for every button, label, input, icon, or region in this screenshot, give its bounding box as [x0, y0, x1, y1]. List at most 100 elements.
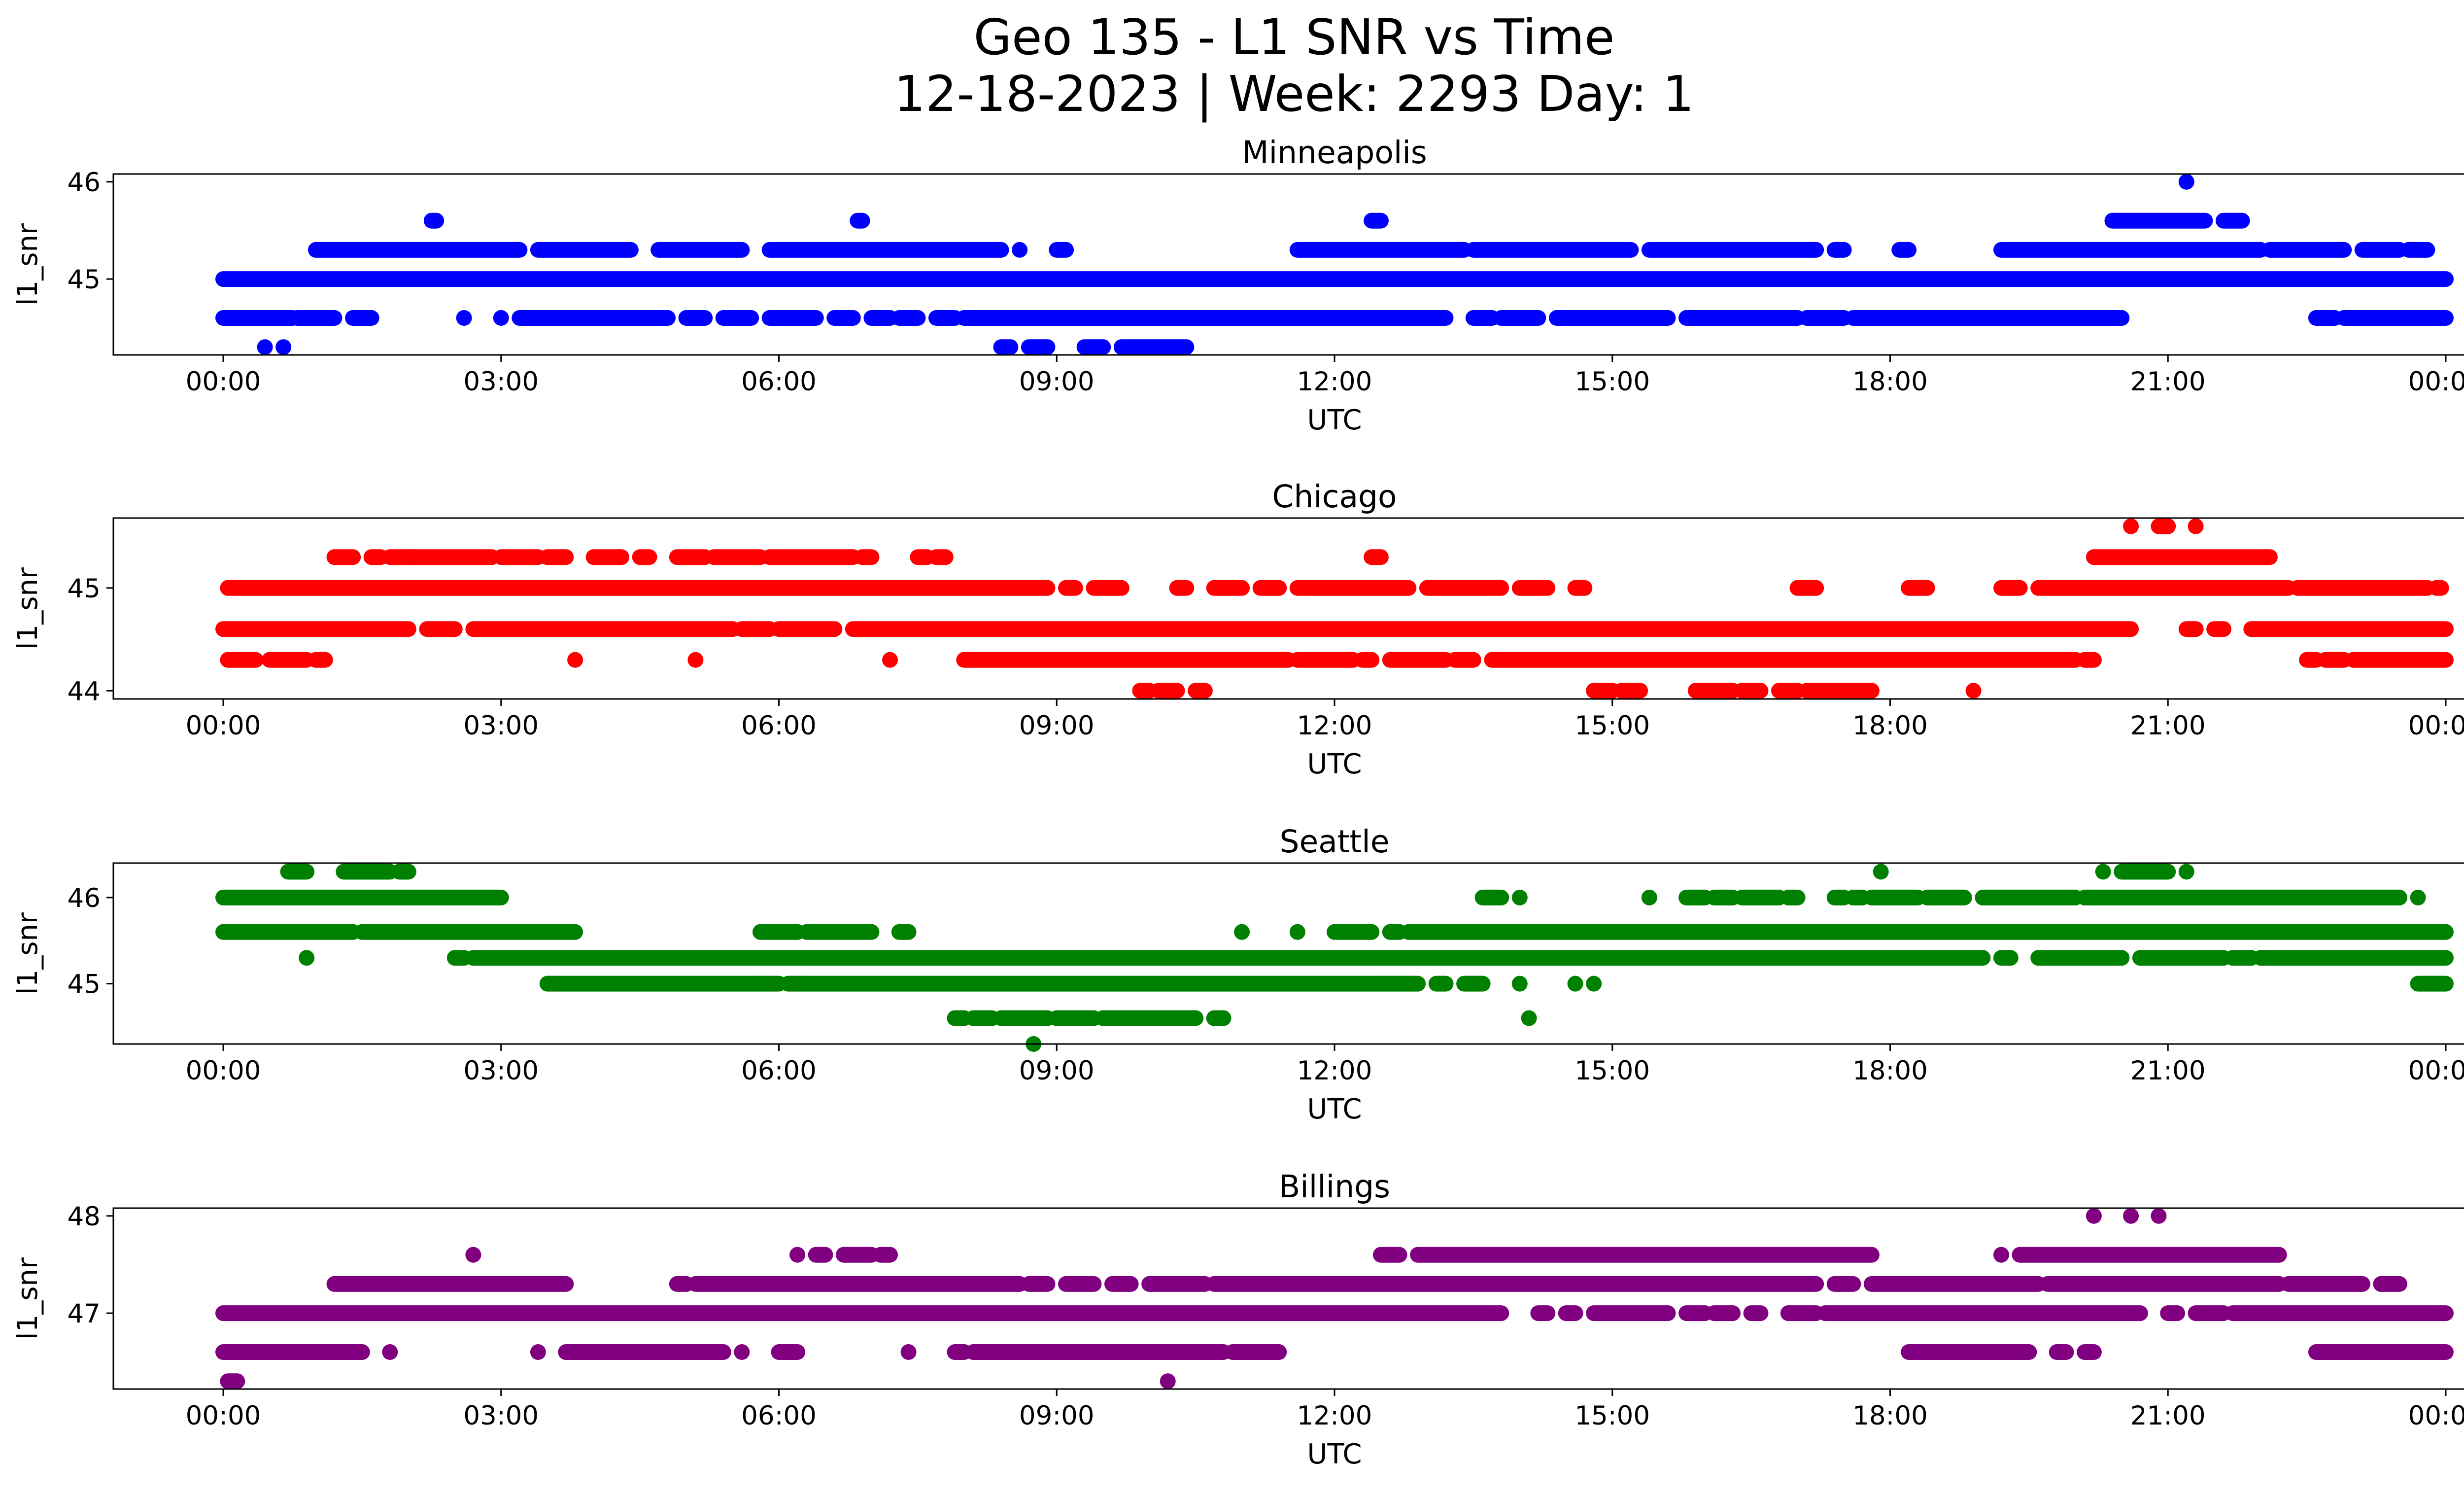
y-tick-label-minneapolis-1: 46: [68, 168, 101, 198]
data-point-billings-1-1: [382, 1344, 398, 1360]
x-tick-label-minneapolis-4: 12:00: [1297, 367, 1372, 397]
data-point-seattle-3-6: [1586, 975, 1602, 992]
data-point-chicago-2-5: [882, 652, 898, 668]
data-point-seattle-4-6: [2178, 864, 2194, 880]
x-tick-label-seattle-0: 00:00: [186, 1056, 261, 1086]
x-tick-label-minneapolis-5: 15:00: [1574, 367, 1650, 397]
x-tick-label-chicago-3: 09:00: [1019, 711, 1095, 741]
y-axis-label-seattle: l1_snr: [12, 912, 44, 995]
data-point-seattle-2-0: [299, 950, 315, 966]
x-tick-label-seattle-6: 18:00: [1852, 1056, 1928, 1086]
data-point-seattle-1-5: [1234, 924, 1250, 940]
data-point-seattle-4-4: [2095, 864, 2111, 880]
subplot-panels: Minneapolis 00:00 03:00 06:00 09:00 12:00 15:0…: [12, 135, 2464, 1470]
y-tick-label-minneapolis-0: 45: [68, 265, 101, 295]
data-point-seattle-0-14: [2410, 889, 2426, 905]
x-tick-label-billings-5: 15:00: [1574, 1401, 1650, 1431]
x-tick-label-seattle-4: 12:00: [1297, 1056, 1372, 1086]
x-tick-label-billings-0: 00:00: [186, 1401, 261, 1431]
data-point-seattle-4-3: [1873, 864, 1889, 880]
data-point-billings-5-1: [1160, 1373, 1176, 1390]
x-axis-label-seattle: UTC: [1307, 1093, 1362, 1125]
x-tick-label-seattle-3: 09:00: [1019, 1056, 1095, 1086]
data-point-chicago-2-3: [567, 652, 583, 668]
scatter-points-minneapolis: [215, 174, 2454, 355]
data-point-seattle-0-3: [1641, 889, 1657, 905]
data-point-billings-3-7: [1993, 1247, 2009, 1263]
data-point-seattle-1-6: [1289, 924, 1305, 940]
x-tick-label-seattle-2: 06:00: [741, 1056, 817, 1086]
panel-title-chicago: Chicago: [1272, 479, 1397, 515]
y-tick-label-seattle-0: 45: [68, 970, 101, 1000]
data-point-seattle-3-5: [1567, 975, 1583, 992]
x-tick-label-seattle-5: 15:00: [1574, 1056, 1650, 1086]
y-tick-label-chicago-0: 44: [68, 676, 101, 706]
data-point-minneapolis-5-1: [275, 339, 292, 355]
panel-title-billings: Billings: [1279, 1169, 1390, 1205]
scatter-points-seattle: [215, 864, 2454, 1052]
data-point-billings-3-1: [789, 1247, 806, 1263]
x-tick-label-billings-2: 06:00: [741, 1401, 817, 1431]
data-point-billings-1-2: [530, 1344, 546, 1360]
data-point-chicago-2-4: [687, 652, 704, 668]
x-tick-label-billings-3: 09:00: [1019, 1401, 1095, 1431]
x-tick-label-chicago-5: 15:00: [1574, 711, 1650, 741]
x-axis-label-chicago: UTC: [1307, 748, 1362, 780]
x-tick-label-chicago-6: 18:00: [1852, 711, 1928, 741]
x-axis-label-minneapolis: UTC: [1307, 404, 1362, 436]
data-point-chicago-4-0: [2123, 518, 2139, 534]
panel-title-seattle: Seattle: [1279, 824, 1389, 860]
data-point-billings-1-4: [734, 1344, 750, 1360]
y-tick-label-chicago-1: 45: [68, 574, 101, 604]
data-point-minneapolis-4-0: [2178, 174, 2194, 190]
panel-title-minneapolis: Minneapolis: [1242, 135, 1427, 171]
data-point-seattle-0-2: [1511, 889, 1528, 905]
x-tick-label-seattle-1: 03:00: [463, 1056, 539, 1086]
y-axis-label-billings: l1_snr: [12, 1257, 44, 1340]
data-point-seattle-5-6: [1521, 1010, 1537, 1026]
x-tick-label-billings-6: 18:00: [1852, 1401, 1928, 1431]
x-tick-label-minneapolis-6: 18:00: [1852, 367, 1928, 397]
x-tick-label-minneapolis-2: 06:00: [741, 367, 817, 397]
y-axis-label-minneapolis: l1_snr: [12, 223, 44, 306]
data-point-billings-4-2: [2151, 1208, 2167, 1224]
panel-minneapolis: Minneapolis 00:00 03:00 06:00 09:00 12:00 15:0…: [12, 135, 2464, 436]
data-point-chicago-5-9: [1965, 683, 1982, 699]
scatter-points-chicago: [215, 518, 2454, 699]
x-tick-label-billings-7: 21:00: [2130, 1401, 2206, 1431]
x-tick-label-minneapolis-7: 21:00: [2130, 367, 2206, 397]
y-tick-label-billings-0: 47: [68, 1299, 101, 1329]
data-point-minneapolis-2-4: [1012, 242, 1028, 258]
data-point-minneapolis-5-0: [257, 339, 273, 355]
x-axis-label-billings: UTC: [1307, 1438, 1362, 1470]
x-tick-label-billings-4: 12:00: [1297, 1401, 1372, 1431]
panel-seattle: Seattle 00:00 03:00 06:00 09:00 12:00 15:00 18:…: [12, 824, 2464, 1125]
x-tick-label-seattle-7: 21:00: [2130, 1056, 2206, 1086]
data-point-chicago-4-2: [2188, 518, 2204, 534]
x-tick-label-chicago-1: 03:00: [463, 711, 539, 741]
x-tick-label-minneapolis-0: 00:00: [186, 367, 261, 397]
x-tick-label-minneapolis-8: 00:00: [2408, 367, 2464, 397]
x-tick-label-minneapolis-3: 09:00: [1019, 367, 1095, 397]
data-point-minneapolis-1-3: [456, 310, 472, 326]
data-point-billings-3-0: [465, 1247, 481, 1263]
x-tick-label-billings-8: 00:00: [2408, 1401, 2464, 1431]
x-tick-label-chicago-7: 21:00: [2130, 711, 2206, 741]
x-tick-label-chicago-8: 00:00: [2408, 711, 2464, 741]
data-point-billings-4-1: [2123, 1208, 2139, 1224]
x-tick-label-chicago-4: 12:00: [1297, 711, 1372, 741]
data-point-billings-4-0: [2086, 1208, 2102, 1224]
figure-title-line-1: Geo 135 - L1 SNR vs Time: [974, 8, 1615, 66]
y-tick-label-seattle-1: 46: [68, 883, 101, 913]
data-point-billings-1-6: [900, 1344, 917, 1360]
figure-title-line-2: 12-18-2023 | Week: 2293 Day: 1: [894, 65, 1694, 123]
scatter-points-billings: [215, 1208, 2454, 1390]
x-tick-label-billings-1: 03:00: [463, 1401, 539, 1431]
data-point-minneapolis-1-4: [493, 310, 509, 326]
panel-billings: Billings 00:00 03:00 06:00 09:00 12:00 15:00 18…: [12, 1169, 2464, 1470]
x-tick-label-minneapolis-1: 03:00: [463, 367, 539, 397]
data-point-seattle-3-4: [1511, 975, 1528, 992]
x-tick-label-seattle-8: 00:00: [2408, 1056, 2464, 1086]
